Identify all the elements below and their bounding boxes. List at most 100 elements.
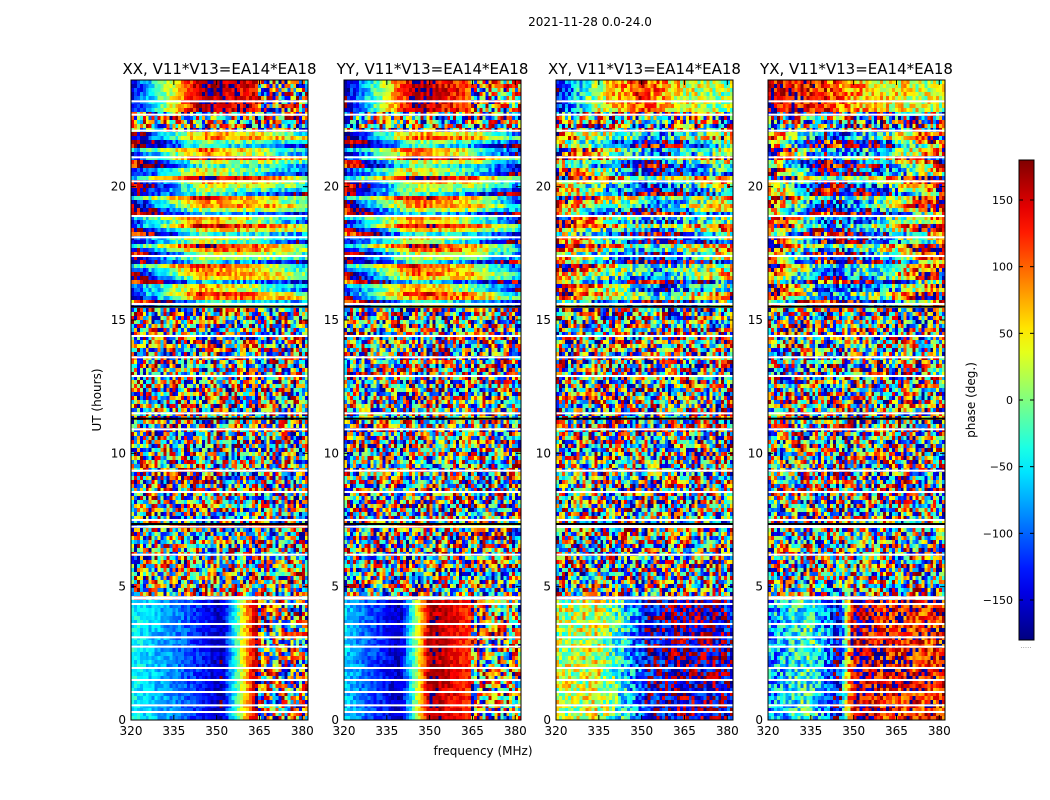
flagged-row: [556, 691, 733, 693]
x-tick-label: 365: [673, 724, 696, 738]
y-axis-label: UT (hours): [90, 368, 104, 431]
y-tick-label: 20: [324, 180, 339, 194]
flagged-row: [344, 679, 521, 681]
y-tick-label: 20: [536, 180, 551, 194]
y-tick-label: 10: [536, 446, 551, 460]
y-tick-label: 0: [331, 713, 339, 727]
flagged-row: [131, 156, 308, 159]
flagged-row: [131, 303, 308, 305]
flagged-row: [768, 553, 945, 556]
colorbar-tick-label: 150: [992, 194, 1013, 207]
flagged-row: [768, 335, 945, 337]
y-tick-label: 5: [331, 580, 339, 594]
flagged-row: [768, 645, 945, 648]
flagged-row: [344, 129, 521, 132]
x-tick-label: 380: [291, 724, 314, 738]
flagged-row: [131, 100, 308, 103]
flagged-row: [556, 129, 733, 132]
flagged-row: [768, 255, 945, 257]
panel-frame: [555, 79, 734, 721]
flagged-row: [556, 469, 733, 472]
flagged-row: [768, 113, 945, 116]
x-tick-label: 350: [205, 724, 228, 738]
flagged-row: [556, 255, 733, 257]
phase-panel-3: XY, V11*V13=EA14*EA18 320 335 350 365 380 0 5 10…: [536, 60, 741, 738]
flagged-row: [344, 603, 521, 605]
colorbar-label: phase (deg.): [964, 362, 978, 438]
y-tick-label: 20: [111, 180, 126, 194]
flagged-row: [556, 603, 733, 605]
flagged-row: [131, 597, 308, 600]
flagged-row: [344, 667, 521, 669]
gap-line: [768, 305, 945, 308]
flagged-row: [768, 469, 945, 472]
flagged-row: [131, 519, 308, 521]
x-tick-label: 320: [333, 724, 356, 738]
flagged-row: [344, 303, 521, 305]
flagged-row: [556, 519, 733, 521]
flagged-row: [344, 636, 521, 639]
flagged-row: [344, 645, 521, 648]
phase-heatmap: [768, 80, 945, 720]
flagged-row: [556, 553, 733, 556]
gap-line: [131, 305, 308, 308]
flagged-row: [768, 303, 945, 305]
flagged-row: [556, 711, 733, 713]
flagged-row: [131, 215, 308, 217]
y-tick-label: 10: [748, 446, 763, 460]
flagged-row: [556, 335, 733, 337]
flagged-row: [556, 356, 733, 359]
gap-line: [768, 523, 945, 525]
flagged-row: [344, 215, 521, 217]
gap-line: [768, 417, 945, 420]
x-tick-label: 380: [504, 724, 527, 738]
flagged-row: [768, 623, 945, 625]
gap-line: [556, 523, 733, 525]
flagged-row: [556, 597, 733, 600]
flagged-row: [768, 691, 945, 693]
phase-heatmap: [131, 80, 308, 720]
flagged-row: [556, 623, 733, 625]
flagged-row: [131, 636, 308, 639]
flagged-row: [131, 375, 308, 377]
flagged-row: [768, 597, 945, 600]
flagged-row: [344, 236, 521, 239]
colorbar: 150 100 50 0 −50 −100 −150: [983, 159, 1035, 641]
flagged-row: [556, 679, 733, 681]
flagged-row: [556, 303, 733, 305]
flagged-row: [131, 623, 308, 625]
flagged-row: [344, 491, 521, 493]
y-tick-label: 0: [755, 713, 763, 727]
y-tick-label: 5: [118, 580, 126, 594]
x-axis-label: frequency (MHz): [433, 744, 532, 758]
flagged-row: [131, 491, 308, 493]
gap-line: [131, 417, 308, 420]
flagged-row: [556, 375, 733, 377]
flagged-row: [131, 711, 308, 713]
x-tick-label: 365: [248, 724, 271, 738]
flagged-row: [768, 428, 945, 431]
flagged-row: [768, 711, 945, 713]
flagged-row: [556, 525, 733, 528]
x-tick-label: 320: [120, 724, 143, 738]
gap-line: [344, 305, 521, 308]
y-tick-label: 0: [118, 713, 126, 727]
flagged-row: [344, 553, 521, 556]
phase-panel-1: XX, V11*V13=EA14*EA18 320 335 350 365 380 0 5 10…: [111, 60, 317, 738]
flagged-row: [556, 491, 733, 493]
flagged-row: [131, 645, 308, 648]
flagged-row: [344, 469, 521, 472]
colorbar-tick-label: 100: [992, 261, 1013, 274]
x-tick-label: 380: [928, 724, 951, 738]
flagged-row: [768, 636, 945, 639]
flagged-row: [344, 356, 521, 359]
flagged-row: [768, 129, 945, 132]
flagged-row: [131, 596, 308, 599]
y-tick-label: 15: [324, 313, 339, 327]
panel-title: XX, V11*V13=EA14*EA18: [122, 60, 316, 78]
flagged-row: [556, 636, 733, 639]
colorbar-tick-label: −150: [983, 594, 1013, 607]
flagged-row: [768, 375, 945, 377]
flagged-row: [344, 428, 521, 431]
